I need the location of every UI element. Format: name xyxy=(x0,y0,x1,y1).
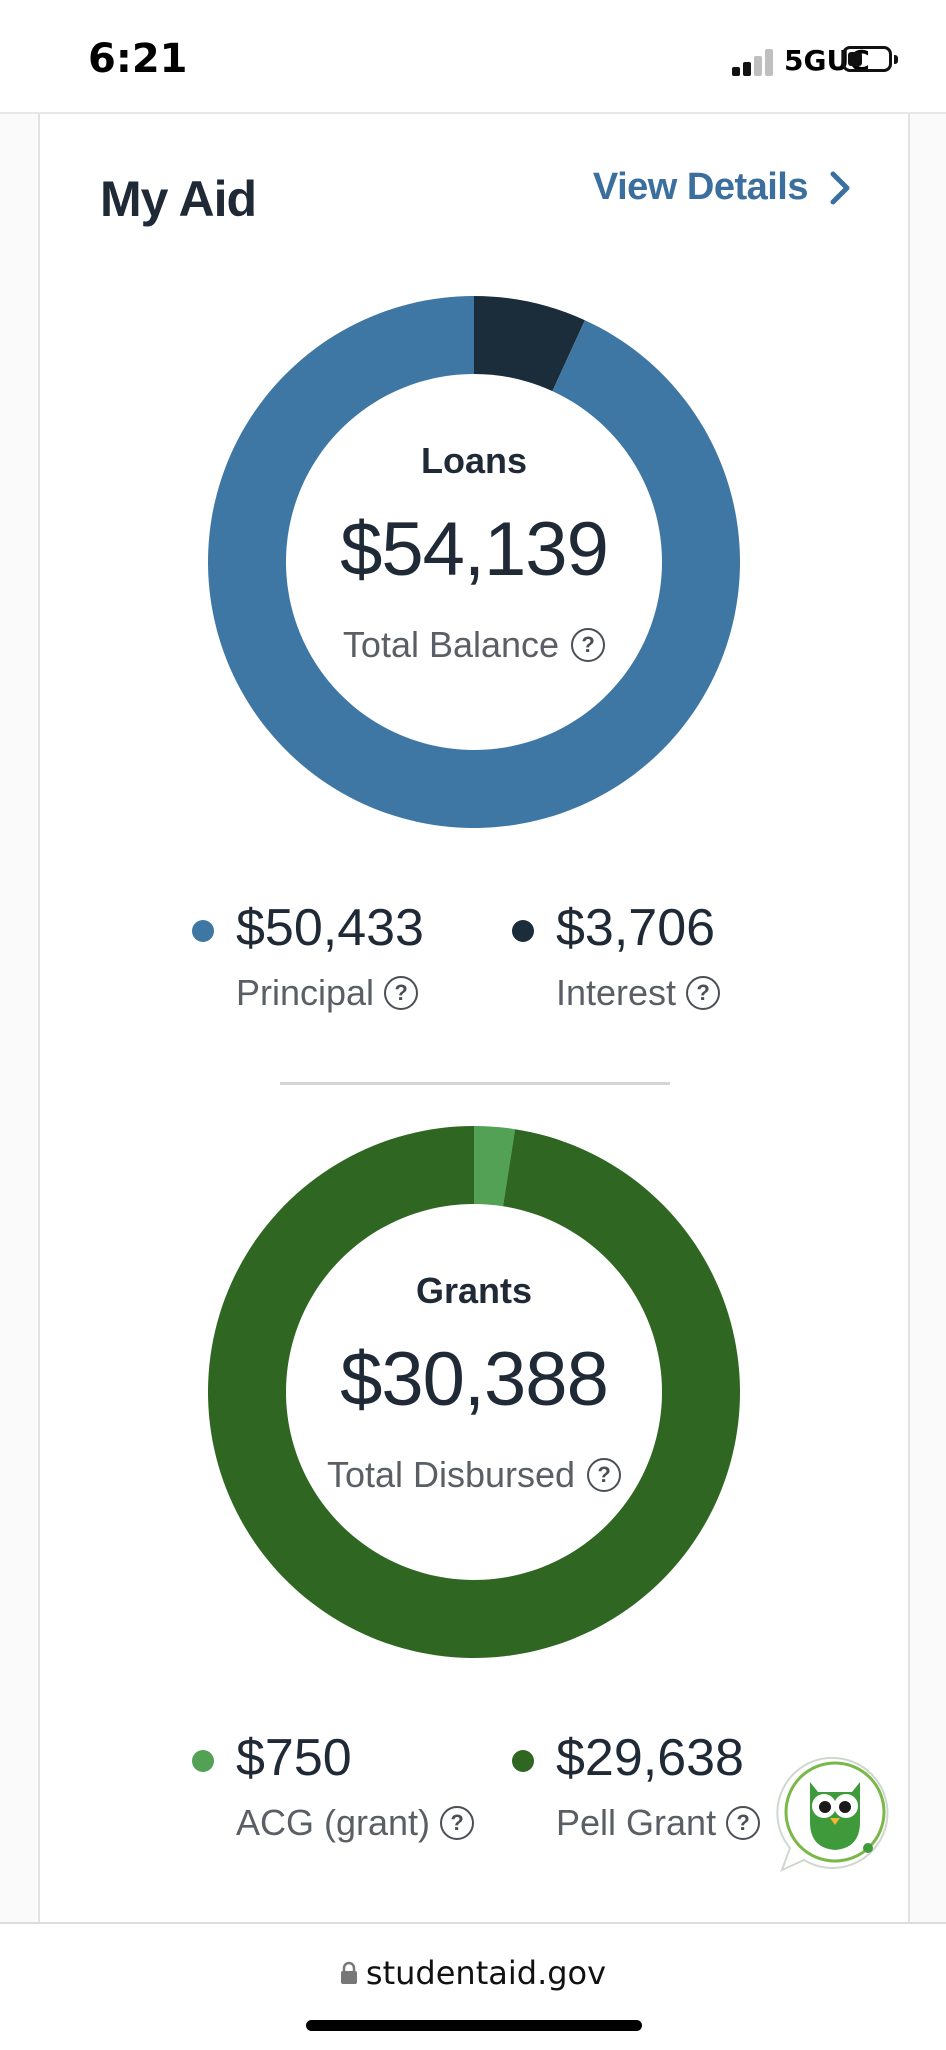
signal-icon xyxy=(732,48,778,76)
loans-donut-svg xyxy=(208,296,741,828)
acg-label: ACG (grant) xyxy=(236,1802,431,1843)
status-bar: 6:21 5GUC xyxy=(0,0,946,114)
interest-dot xyxy=(512,920,534,942)
pell-dot xyxy=(512,1750,534,1772)
help-icon[interactable]: ? xyxy=(686,976,721,1010)
help-icon[interactable]: ? xyxy=(384,976,419,1010)
owl-chat-icon[interactable] xyxy=(774,1752,896,1874)
interest-amount: $3,706 xyxy=(556,899,716,957)
lock-icon xyxy=(340,1961,357,1984)
grants-donut-svg xyxy=(207,1126,740,1658)
grants-slice-pell-grant xyxy=(207,1126,740,1658)
pell-label: Pell Grant xyxy=(556,1802,717,1843)
principal-dot xyxy=(192,920,214,942)
principal-amount: $50,433 xyxy=(236,899,424,957)
grants-total-value: $30,388 xyxy=(340,1337,609,1422)
url-text: studentaid.gov xyxy=(365,1954,607,1992)
card-title: My Aid xyxy=(100,171,257,227)
home-indicator xyxy=(306,2020,642,2031)
pell-amount: $29,638 xyxy=(556,1729,744,1787)
grants-slice-acg-grant xyxy=(474,1126,516,1207)
status-time: 6:21 xyxy=(88,36,188,82)
chevron-right-icon xyxy=(830,171,850,204)
principal-label: Principal xyxy=(236,972,375,1013)
acg-dot xyxy=(192,1750,214,1772)
loans-slice-interest xyxy=(474,296,585,392)
loans-total-value: $54,139 xyxy=(340,507,609,592)
battery-icon xyxy=(842,46,898,72)
grants-donut-chart: Grants $30,388 Total Disbursed ? xyxy=(206,1124,742,1660)
my-aid-card: My Aid View Details Loans $54,139 Total … xyxy=(38,114,910,1922)
grants-title: Grants xyxy=(415,1270,533,1311)
section-divider xyxy=(280,1082,670,1085)
loans-donut-chart: Loans $54,139 Total Balance ? xyxy=(206,294,742,830)
loans-title: Loans xyxy=(420,440,527,481)
help-icon[interactable]: ? xyxy=(571,628,606,662)
view-details-link[interactable]: View Details xyxy=(593,166,850,209)
loans-slice-principal xyxy=(208,296,741,828)
url-field[interactable]: studentaid.gov xyxy=(0,1954,946,1992)
help-icon[interactable]: ? xyxy=(587,1458,622,1492)
browser-address-bar: studentaid.gov xyxy=(0,1922,946,2050)
view-details-label: View Details xyxy=(592,166,809,208)
help-icon[interactable]: ? xyxy=(726,1806,761,1840)
interest-label: Interest xyxy=(556,972,677,1013)
grants-subtitle: Total Disbursed xyxy=(326,1454,576,1495)
acg-amount: $750 xyxy=(236,1729,352,1787)
loans-subtitle: Total Balance xyxy=(342,624,560,665)
help-icon[interactable]: ? xyxy=(440,1806,475,1840)
